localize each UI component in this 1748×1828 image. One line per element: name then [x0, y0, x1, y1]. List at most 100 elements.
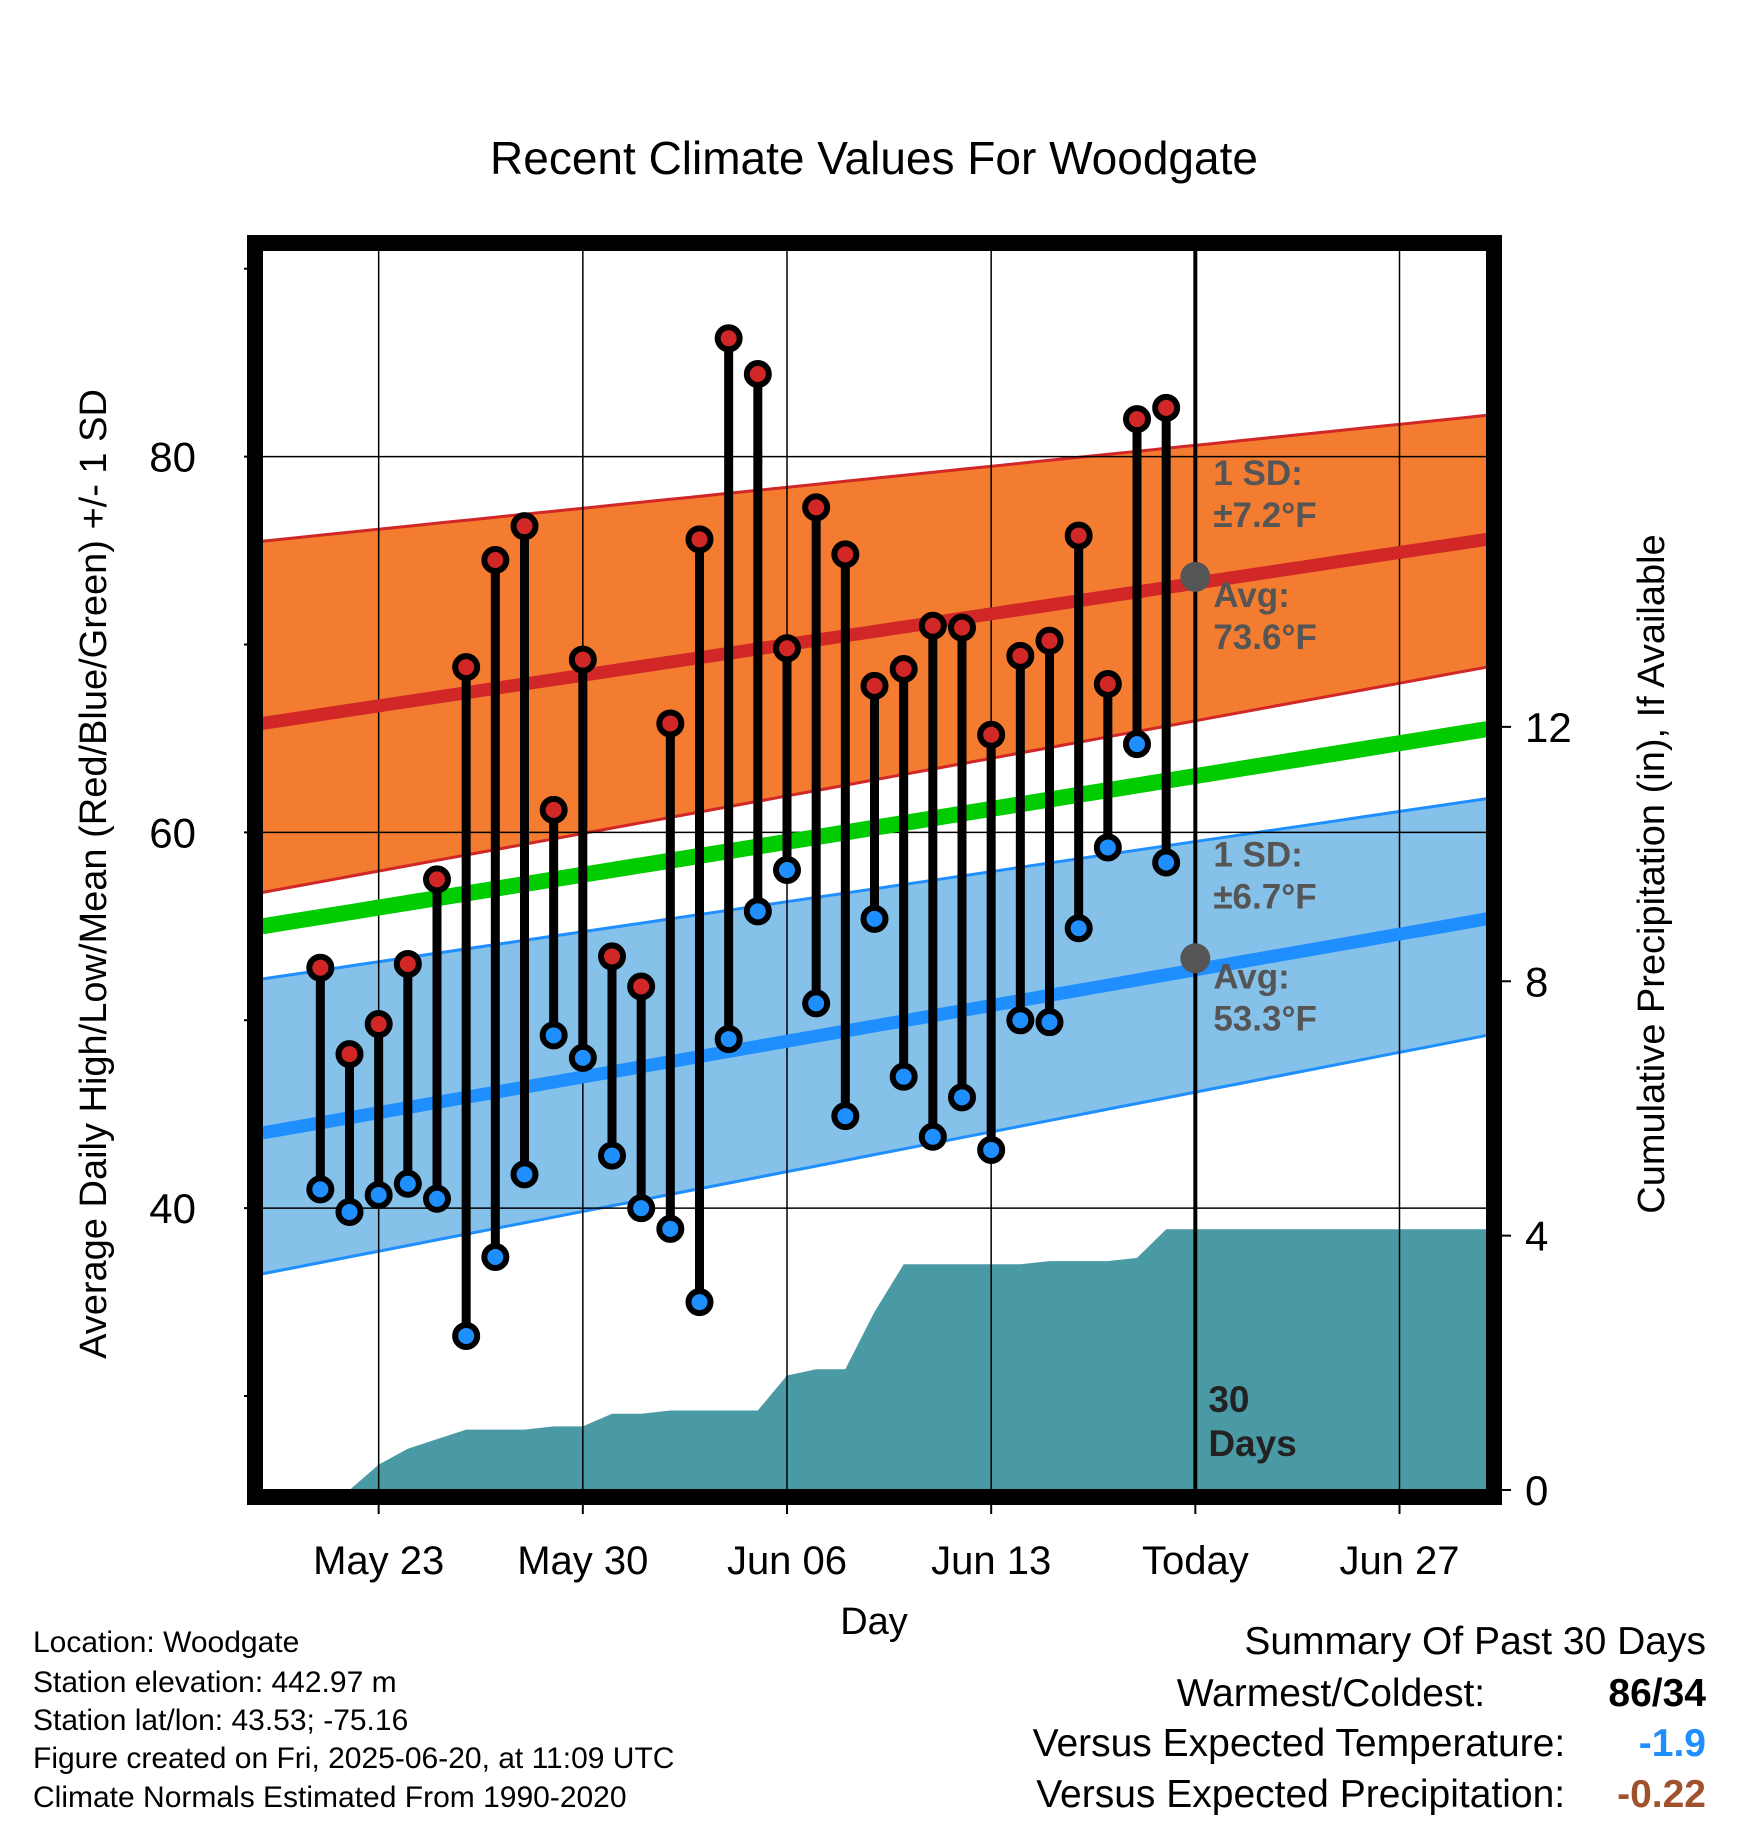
daily-high-point [714, 324, 743, 353]
x-tick-label: Jun 13 [931, 1539, 1051, 1583]
daily-low-point [685, 1288, 714, 1317]
summary-coldest: 34 [1662, 1672, 1706, 1715]
daily-high-point [452, 653, 481, 682]
x-tick-label: May 23 [313, 1539, 444, 1583]
daily-low-point [598, 1141, 626, 1170]
daily-high-point [773, 634, 801, 663]
daily-high-point [364, 1010, 393, 1039]
y2-tick-label: 8 [1525, 958, 1548, 1005]
daily-high-point [977, 720, 1006, 749]
low-avg-marker [1180, 943, 1211, 974]
daily-high-point [889, 654, 918, 683]
daily-low-point [1152, 848, 1181, 877]
plot-frame [247, 235, 1502, 1505]
info-latlon: Station lat/lon: 43.53; -75.16 [33, 1704, 409, 1737]
daily-low-point [539, 1021, 568, 1050]
low-annotation-text: Avg: [1213, 957, 1289, 996]
daily-low-point [1006, 1006, 1035, 1035]
daily-high-point [306, 953, 335, 982]
x-tick-label: May 30 [517, 1539, 648, 1583]
x-tick-label: Jun 27 [1339, 1539, 1459, 1583]
summary-slash: / [1651, 1672, 1663, 1715]
period-label-number: 30 [1208, 1379, 1249, 1420]
summary-warmest: 86 [1608, 1672, 1652, 1715]
daily-high-point [393, 949, 422, 978]
info-created: Figure created on Fri, 2025-06-20, at 11… [33, 1742, 675, 1775]
daily-low-point [656, 1214, 685, 1243]
info-normals: Climate Normals Estimated From 1990-2020 [33, 1781, 627, 1814]
daily-high-point [539, 795, 568, 824]
y-tick-label: 40 [149, 1185, 196, 1232]
daily-high-point [656, 709, 685, 738]
high-annotation-text: 73.6°F [1213, 618, 1317, 657]
daily-low-point [306, 1175, 335, 1204]
daily-low-point [714, 1025, 743, 1054]
daily-high-point [335, 1040, 364, 1069]
summary-precip-value: -0.22 [1617, 1773, 1706, 1816]
daily-high-point [860, 671, 889, 700]
daily-high-point [568, 645, 597, 674]
daily-high-point [1064, 521, 1093, 550]
daily-low-point [1064, 914, 1093, 943]
summary-precip-label: Versus Expected Precipitation: [1036, 1773, 1566, 1816]
chart-title: Recent Climate Values For Woodgate [490, 132, 1258, 184]
daily-low-point [1123, 730, 1151, 759]
daily-high-point [510, 512, 539, 541]
daily-low-point [423, 1184, 451, 1213]
daily-high-point [1035, 626, 1064, 655]
summary-temp-label: Versus Expected Temperature: [1032, 1722, 1566, 1765]
summary-warm-cold-value: 86/34 [1496, 1672, 1706, 1716]
daily-low-point [889, 1062, 918, 1091]
daily-high-point [1093, 670, 1122, 698]
summary-title: Summary Of Past 30 Days [1244, 1620, 1706, 1663]
daily-high-point [802, 493, 831, 522]
x-tick-label: Jun 06 [727, 1539, 847, 1583]
low-annotation-text: 1 SD: [1213, 835, 1302, 874]
daily-high-point [743, 360, 772, 388]
y2-tick-label: 0 [1525, 1467, 1548, 1514]
daily-low-point [568, 1043, 597, 1072]
daily-low-point [1035, 1008, 1064, 1037]
info-location: Location: Woodgate [33, 1626, 300, 1659]
low-annotation-text: ±6.7°F [1213, 877, 1316, 916]
daily-low-point [627, 1194, 656, 1223]
summary-temp-value: -1.9 [1638, 1722, 1706, 1765]
y2-tick-label: 12 [1525, 704, 1572, 751]
daily-high-point [1123, 405, 1151, 434]
daily-high-point [918, 611, 947, 640]
x-axis-label: Day [840, 1601, 908, 1643]
summary-warm-cold-row: Warmest/Coldest: 86/34 [1177, 1672, 1706, 1716]
y-axis-label: Average Daily High/Low/Mean (Red/Blue/Gr… [73, 389, 115, 1359]
daily-low-point [393, 1169, 422, 1198]
period-label-days: Days [1208, 1423, 1296, 1464]
y-tick-label: 60 [149, 809, 196, 856]
daily-low-point [743, 897, 772, 926]
daily-high-point [627, 972, 656, 1001]
daily-high-point [423, 865, 451, 894]
daily-high-point [1006, 641, 1035, 670]
daily-low-point [948, 1083, 976, 1112]
daily-low-point [1093, 833, 1122, 862]
high-annotation-text: ±7.2°F [1213, 496, 1316, 535]
daily-low-point [335, 1197, 364, 1226]
daily-low-point [802, 989, 831, 1018]
daily-low-point [860, 904, 889, 933]
y2-axis-label: Cumulative Precipitation (in), If Availa… [1631, 534, 1673, 1213]
daily-high-point [1152, 393, 1181, 422]
high-avg-marker [1180, 561, 1211, 592]
high-sd-upper-line [262, 413, 1487, 543]
high-sd-band [262, 415, 1487, 893]
daily-low-point [773, 856, 801, 884]
y-tick-label: 80 [149, 434, 196, 481]
daily-high-point [831, 540, 860, 569]
daily-low-point [831, 1102, 860, 1131]
daily-high-point [598, 942, 626, 971]
daily-low-point [452, 1321, 481, 1350]
y2-tick-label: 4 [1525, 1213, 1548, 1260]
daily-high-point [948, 613, 976, 642]
daily-low-point [510, 1160, 539, 1189]
x-tick-label: Today [1142, 1539, 1249, 1583]
